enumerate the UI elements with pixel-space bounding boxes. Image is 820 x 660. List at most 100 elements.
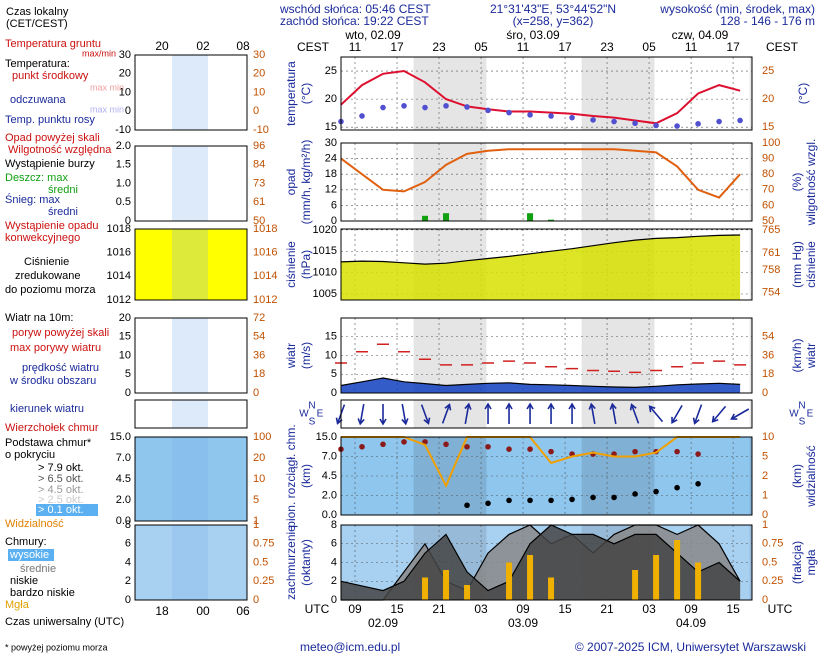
legend-tick-label: 1014: [107, 270, 131, 282]
y-tick-label: 12: [325, 184, 337, 196]
top-tick-label: 17: [558, 40, 572, 54]
legend-tick-label: 1014: [253, 270, 277, 282]
series-line: [341, 436, 741, 489]
legend-frame: [134, 399, 248, 429]
elevation: 128 - 146 - 176 m: [720, 14, 815, 28]
y2-axis-title: widzialność: [804, 445, 818, 507]
legend-tick-label: 1.5: [116, 159, 131, 171]
legend-day-band: [172, 229, 208, 300]
legend-tick-label: 2.0: [116, 494, 131, 506]
y-axis-title: zachmurzenie: [284, 525, 298, 600]
wind-arrow: [464, 402, 472, 424]
legend-tick-label: 10: [119, 349, 131, 361]
top-tick-label: 23: [600, 40, 614, 54]
legend-tick-label: 72: [253, 312, 265, 324]
legend-text: konwekcyjnego: [5, 232, 80, 244]
top-tick-label: 05: [474, 40, 488, 54]
legend-tick-label: 0.75: [253, 538, 274, 550]
y-axis-title: wiatr: [284, 343, 298, 369]
legend-tick-label: 50: [253, 215, 265, 227]
top-tick-label: 11: [517, 40, 530, 54]
legend-text: kierunek wiatru: [10, 403, 84, 415]
wind-arrow: [357, 404, 365, 426]
legend-text: > 0.1 okt.: [38, 504, 84, 516]
night-band: [749, 437, 752, 515]
legend-text: w środku obszaru: [9, 375, 96, 387]
legend-panel: [135, 437, 247, 521]
legend-text: Deszcz: max: [5, 172, 68, 184]
legend-text: o pokryciu: [5, 449, 55, 461]
series-point: [464, 502, 470, 509]
day-label: 03.09: [508, 616, 538, 630]
legend-tick-label: 36: [253, 349, 265, 361]
legend-tick-label: 18: [253, 368, 265, 380]
series-line: [340, 524, 741, 592]
y-tick-label: 1010: [313, 267, 337, 279]
series-point: [674, 123, 680, 129]
bar: [548, 577, 555, 600]
legend-time-label: 08: [236, 39, 250, 53]
series-point: [464, 443, 470, 450]
sunrise: wschód słońca: 05:46 CEST: [279, 2, 431, 16]
legend-tick-label: 0: [125, 105, 131, 117]
panel-background: [341, 143, 752, 221]
legend-frame: [134, 228, 248, 301]
wind-arrow: [484, 402, 492, 424]
legend-frame: [134, 436, 248, 522]
series-point: [380, 104, 386, 111]
legend-tick-label: 0: [253, 387, 259, 399]
y2-tick-label: 60: [762, 199, 774, 211]
legend-text: > 2.5 okt.: [38, 494, 84, 506]
legend-tick-label: 1018: [253, 223, 277, 235]
y2-tick-label: 54: [762, 331, 774, 343]
y2-tick-label: 15: [762, 121, 774, 133]
series-point: [359, 113, 365, 119]
y-axis-title: temperatura: [284, 61, 298, 126]
y2-tick-label: 5: [762, 450, 768, 462]
wind-arrow: [692, 404, 703, 425]
legend-text: max min: [90, 104, 124, 114]
series-point: [527, 112, 533, 118]
y2-tick-label: 1: [762, 489, 768, 501]
y-tick-label: 0: [331, 215, 337, 227]
panel-frame: [340, 228, 753, 301]
legend-tick-label: 10: [253, 86, 265, 98]
series-area: [341, 378, 741, 393]
legend-day-band: [172, 318, 208, 393]
day-label: 02.09: [368, 616, 398, 630]
bottom-tick-label: 21: [432, 602, 446, 616]
y2-tick-label: 758: [762, 264, 780, 276]
top-tick-label: 17: [726, 40, 740, 54]
wind-arrow: [441, 403, 452, 424]
y-tick-label: 15.0: [316, 431, 337, 443]
copyright: © 2007-2025 ICM, Uniwersytet Warszawski: [575, 640, 806, 654]
y-axis-title: ciśnienie: [284, 241, 298, 288]
legend-frame: [134, 145, 248, 222]
series-area: [341, 235, 741, 300]
email: meteo@icm.edu.pl: [300, 640, 400, 654]
panel-frame: [340, 436, 753, 516]
night-band: [749, 525, 752, 600]
compass-label: N: [308, 401, 315, 412]
legend-tick-label: 1012: [253, 294, 277, 306]
y-tick-label: 2: [331, 575, 337, 587]
top-tick-label: 23: [432, 40, 446, 54]
legend-tick-label: 0: [125, 594, 131, 606]
legend-tick-label: 20: [119, 312, 131, 324]
series-point: [569, 114, 575, 121]
legend-tick-label: 6: [125, 538, 131, 550]
y-axis-title: (oktanty): [299, 539, 313, 586]
series-point: [716, 118, 722, 125]
series-point: [737, 117, 743, 124]
y-tick-label: 4.5: [322, 470, 337, 482]
legend-text: Wiatr na 10m:: [5, 312, 73, 324]
wind-arrow: [671, 404, 683, 425]
bar: [527, 213, 534, 221]
legend-tick-label: 0: [125, 215, 131, 227]
series-line: [340, 69, 741, 125]
legend-text: Chmury:: [5, 536, 47, 548]
y2-tick-label: 2: [762, 470, 768, 482]
series-line: [340, 234, 741, 265]
legend-tick-label: 96: [253, 140, 265, 152]
series-point: [485, 500, 491, 507]
